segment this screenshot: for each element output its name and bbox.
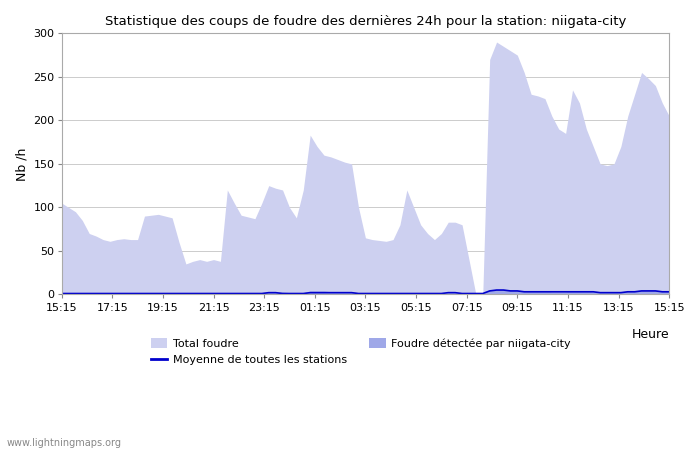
Title: Statistique des coups de foudre des dernières 24h pour la station: niigata-city: Statistique des coups de foudre des dern… xyxy=(105,15,626,28)
Legend: Total foudre, Moyenne de toutes les stations, Foudre détectée par niigata-city: Total foudre, Moyenne de toutes les stat… xyxy=(146,334,575,370)
Text: www.lightningmaps.org: www.lightningmaps.org xyxy=(7,438,122,448)
Y-axis label: Nb /h: Nb /h xyxy=(15,147,28,180)
Text: Heure: Heure xyxy=(631,328,669,342)
